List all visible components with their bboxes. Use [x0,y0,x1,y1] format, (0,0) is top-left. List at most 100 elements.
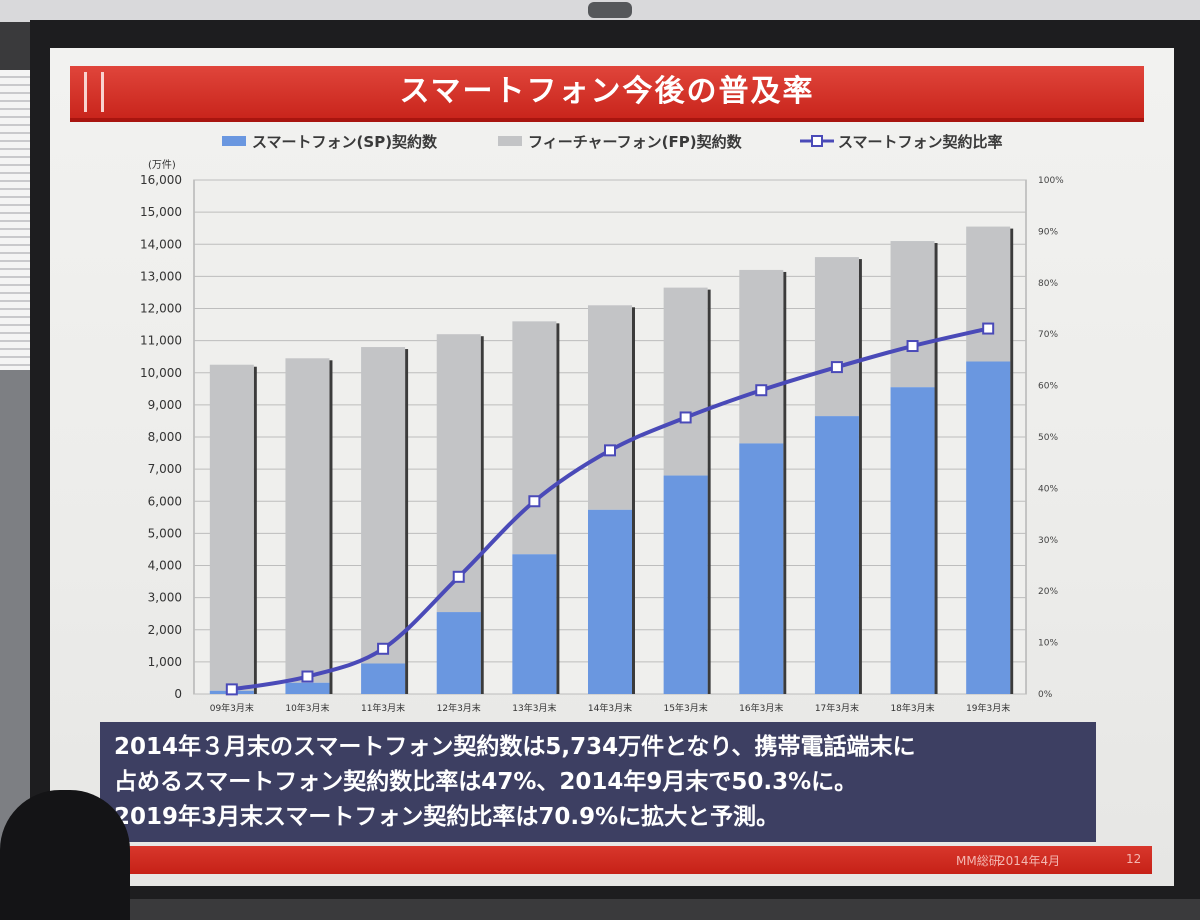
legend-label-fp: フィーチャーフォン(FP)契約数 [528,132,742,151]
ratio-point [679,411,692,424]
y-tick-label-right: 30% [1038,536,1058,546]
y-tick-label-right: 40% [1038,484,1058,494]
bar-shadow [405,349,409,694]
bar-shadow [480,336,484,694]
bar-fp [739,269,784,444]
bar-fp [361,347,406,664]
y-tick-label-right: 80% [1038,279,1058,289]
y-tick-label-left: 5,000 [148,526,182,540]
y-tick-label-left: 10,000 [140,366,182,380]
page-number: 12 [1126,852,1142,866]
legend-item-fp: フィーチャーフォン(FP)契約数 [498,128,742,154]
y-tick-label-left: 8,000 [148,430,182,444]
bar-shadow [934,243,938,694]
y-tick-label-left: 1,000 [148,655,182,669]
x-tick-label: 18年3月末 [890,702,934,714]
x-tick-label: 17年3月末 [815,702,859,714]
y-tick-label-right: 20% [1038,587,1058,597]
legend-item-sp: スマートフォン(SP)契約数 [222,128,437,154]
ratio-point [830,361,843,374]
y-tick-label-right: 100% [1038,176,1064,186]
caption-line-1: 2014年３月末のスマートフォン契約数は5,734万件となり、携帯電話端末に [114,734,916,760]
slide-title: スマートフォン今後の普及率 [399,74,815,109]
x-tick-label: 10年3月末 [285,702,329,714]
x-tick-label: 11年3月末 [361,702,405,714]
bar-shadow [632,307,635,694]
legend-item-ratio: スマートフォン契約比率 [800,128,1003,154]
y-tick-label-left: 16,000 [140,173,182,187]
bar-sp [890,387,935,694]
ratio-point [906,340,919,353]
bar-fp [966,226,1011,362]
ratio-point [755,384,768,397]
y-tick-label-left: 13,000 [140,269,182,283]
y-tick-label-right: 70% [1038,330,1058,340]
bar-sp [814,416,859,694]
y-unit-label: (万件) [148,159,176,171]
caption-line-2: 占めるスマートフォン契約数比率は47%、2014年9月末で50.3%に。 [114,769,858,795]
bar-sp [361,663,406,694]
bar-shadow [858,259,862,694]
bar-fp [209,364,254,691]
y-tick-label-right: 50% [1038,433,1058,443]
y-tick-label-left: 7,000 [148,462,182,476]
audience-head-silhouette [0,790,130,920]
x-tick-label: 13年3月末 [512,702,556,714]
y-tick-label-left: 15,000 [140,205,182,219]
ratio-point [982,322,995,335]
ratio-point [528,495,541,508]
ratio-point [452,570,465,583]
footer-date: 2014年4月 [998,854,1061,868]
bar-fp [436,334,481,613]
bar-shadow [783,271,787,694]
bar-fp [588,305,632,510]
x-tick-label: 15年3月末 [664,702,708,714]
y-tick-label-left: 14,000 [140,237,182,251]
ratio-line [231,326,989,692]
title-bar-stripes [84,72,104,112]
bar-sp [966,361,1011,694]
screen-hook [588,2,632,18]
summary-caption: 2014年３月末のスマートフォン契約数は5,734万件となり、携帯電話端末に 占… [100,722,1096,842]
bar-sp [663,475,708,694]
y-tick-label-left: 4,000 [148,559,182,573]
slide-title-bar: スマートフォン今後の普及率 [70,66,1144,122]
ratio-point [604,444,616,457]
legend-swatch-ratio [800,135,834,147]
slide-footer: MM総研 2014年4月 12 [126,846,1152,874]
bar-sp [739,443,784,694]
bar-fp [512,321,557,555]
chart-plot: 0 1,000 2,000 3,000 4,000 5,000 6,000 7,000 8,00… [140,159,1064,714]
x-tick-label: 14年3月末 [588,702,632,714]
bar-shadow [253,366,257,694]
bar-shadow [1010,228,1014,695]
y-tick-label-left: 6,000 [148,494,182,508]
ratio-point [377,642,390,655]
x-tick-label: 09年3月末 [210,702,254,714]
bar-shadow [707,289,711,694]
bar-shadow [556,323,560,694]
legend-label-ratio: スマートフォン契約比率 [838,132,1003,151]
y-tick-label-left: 11,000 [140,334,182,348]
y-tick-label-right: 60% [1038,382,1058,392]
bar-sp [285,682,330,694]
ratio-point [301,670,314,683]
y-tick-label-left: 2,000 [148,623,182,637]
y-tick-label-left: 0 [174,687,182,701]
bar-fp [890,241,935,388]
bar-fp [814,257,859,417]
bar-sp [588,509,632,694]
y-tick-label-right: 10% [1038,639,1058,649]
x-tick-label: 12年3月末 [437,702,481,714]
y-tick-label-right: 90% [1038,227,1058,237]
y-tick-label-right: 0% [1038,690,1053,700]
legend-label-sp: スマートフォン(SP)契約数 [252,132,438,151]
bar-fp [285,358,330,683]
legend-swatch-sp [222,136,246,146]
legend-swatch-fp [498,136,522,146]
ratio-point [225,683,238,696]
x-tick-label: 19年3月末 [966,702,1010,714]
y-tick-label-left: 9,000 [148,398,182,412]
footer-source: MM総研 [956,854,1001,868]
bar-fp [663,287,708,476]
